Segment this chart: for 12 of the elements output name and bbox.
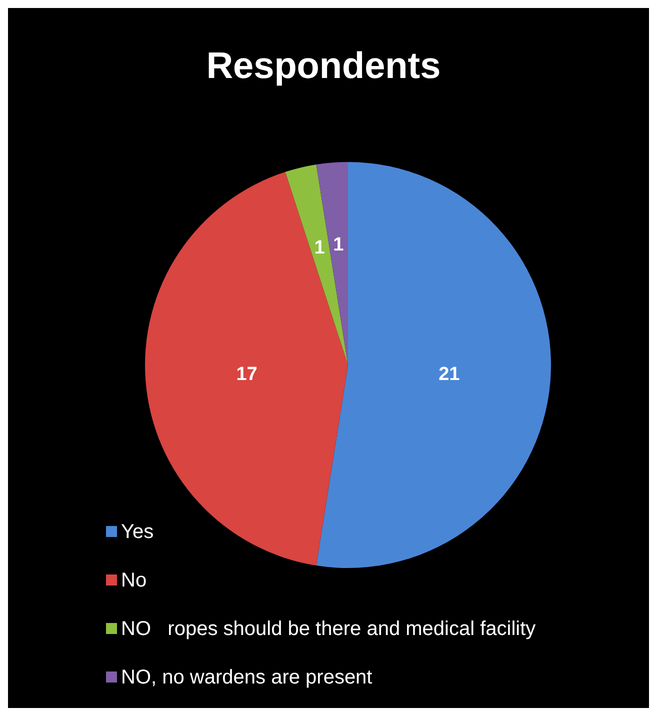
pie-slice: [285, 164, 348, 365]
data-label: 21: [438, 364, 460, 385]
legend-label: No: [121, 570, 147, 592]
legend-label: NO ropes should be there and medical facility: [121, 618, 536, 640]
data-label: 1: [333, 234, 344, 256]
data-label: 1: [314, 238, 326, 259]
chart-title: Respondents: [206, 45, 441, 86]
pie-slice: [316, 162, 551, 568]
pie-slice: [316, 162, 348, 365]
legend-label: Yes: [121, 521, 154, 543]
legend-label: NO, no wardens are present: [121, 666, 373, 688]
data-label: 17: [236, 364, 258, 385]
